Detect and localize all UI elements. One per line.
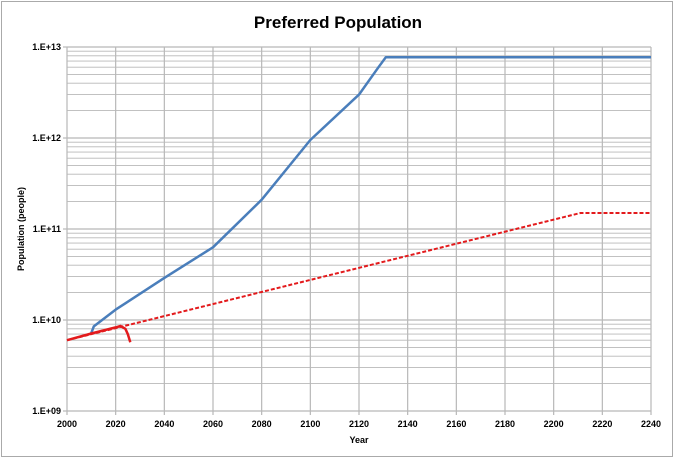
- x-tick-label: 2000: [57, 419, 77, 429]
- y-tick-label: 1.E+09: [32, 406, 61, 416]
- x-tick-label: 2060: [203, 419, 223, 429]
- series-line-red-solid: [66, 324, 132, 343]
- y-axis-label: Population (people): [16, 187, 26, 271]
- x-tick-label: 2160: [446, 419, 466, 429]
- chart-title: Preferred Population: [254, 13, 422, 32]
- x-tick-label: 2100: [300, 419, 320, 429]
- x-tick-label: 2140: [398, 419, 418, 429]
- series-line-red-dashed: [66, 212, 651, 342]
- y-tick-label: 1.E+11: [33, 224, 61, 234]
- series-line-blue: [90, 56, 651, 334]
- x-axis-label: Year: [349, 435, 369, 445]
- x-tick-label: 2120: [349, 419, 369, 429]
- x-tick-label: 2040: [154, 419, 174, 429]
- y-tick-label: 1.E+12: [32, 133, 61, 143]
- x-tick-label: 2240: [641, 419, 661, 429]
- x-tick-label: 2200: [544, 419, 564, 429]
- y-tick-label: 1.E+13: [32, 42, 61, 52]
- x-tick-label: 2020: [106, 419, 126, 429]
- x-tick-label: 2220: [592, 419, 612, 429]
- x-tick-label: 2080: [252, 419, 272, 429]
- x-tick-label: 2180: [495, 419, 515, 429]
- y-tick-label: 1.E+10: [32, 315, 61, 325]
